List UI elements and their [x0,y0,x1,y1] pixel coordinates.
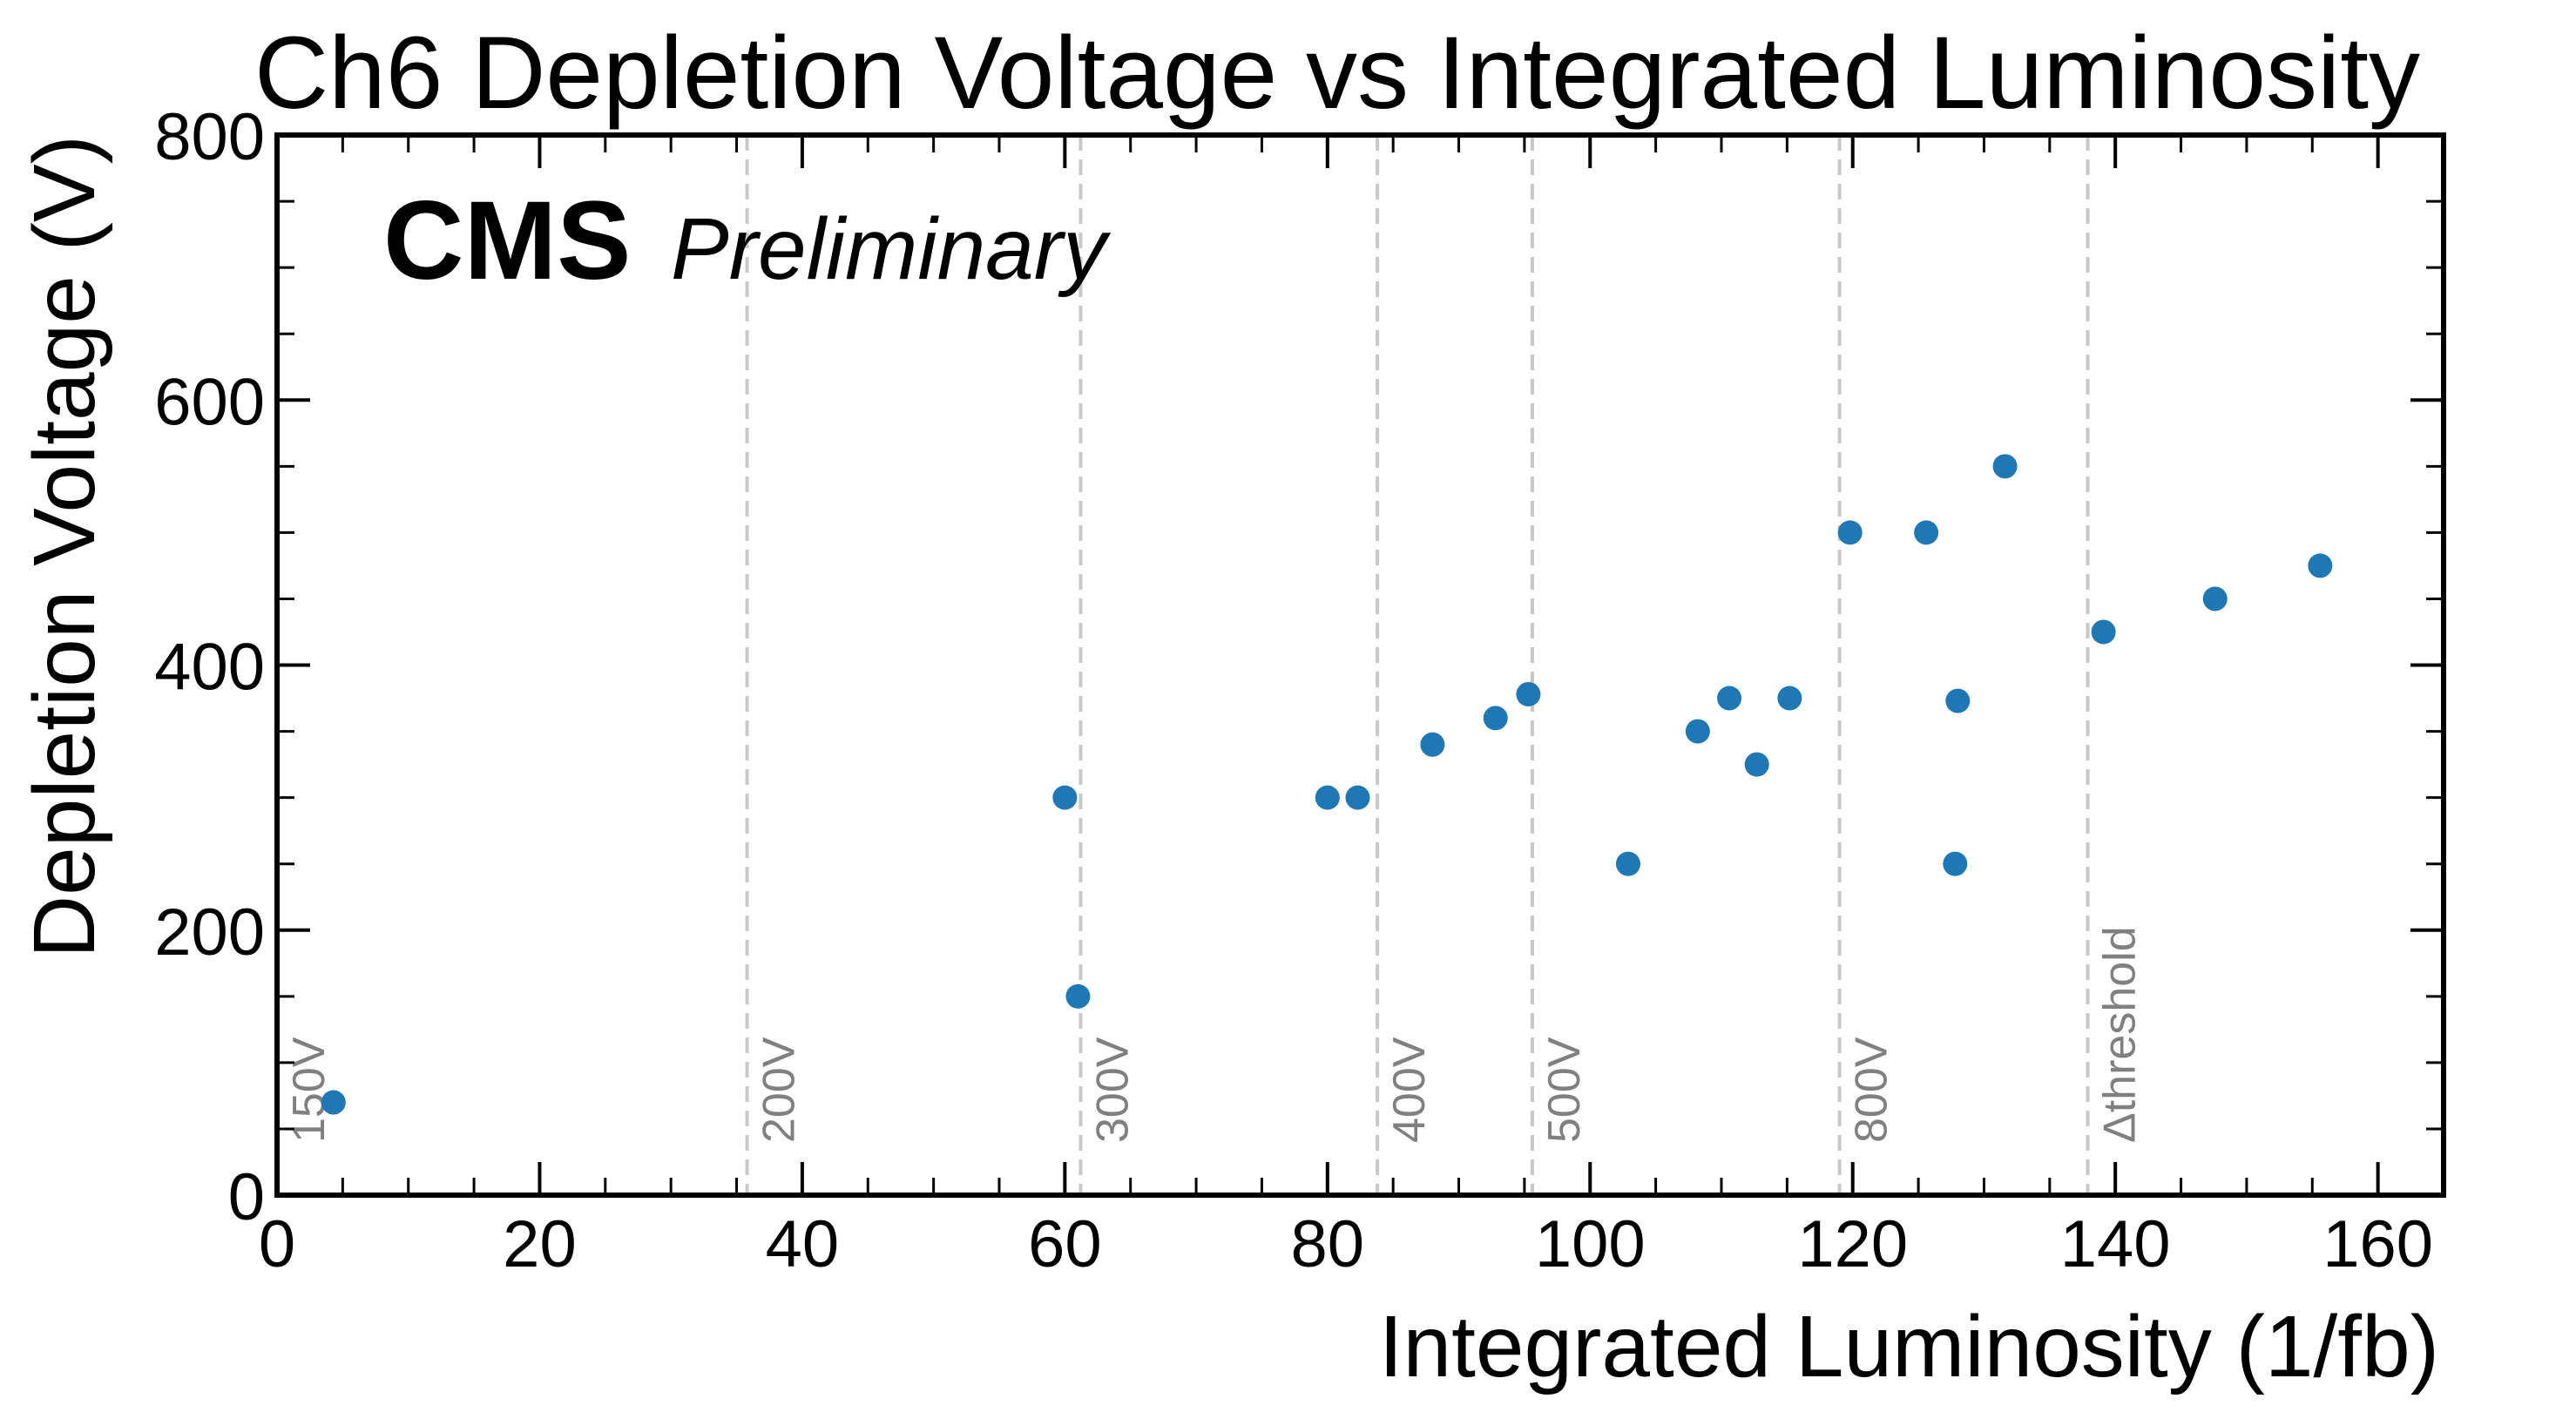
chart-title: Ch6 Depletion Voltage vs Integrated Lumi… [254,16,2420,131]
x-axis-ticks: 0 20 40 60 80 100 120 140 160 [259,135,2445,1281]
data-point-13 [1837,520,1863,545]
y-tick-label-2: 400 [154,631,265,705]
data-point-17 [1992,454,2018,479]
data-point-3 [1315,785,1340,810]
y-tick-label-4: 800 [154,100,265,174]
data-point-4 [1345,785,1370,810]
data-point-8 [1615,851,1640,876]
x-tick-label-2: 40 [766,1207,840,1281]
data-point-7 [1516,681,1541,706]
cms-label: CMS [383,179,631,303]
y-tick-label-1: 200 [154,895,265,970]
y-axis-label: Depletion Voltage (V) [16,135,113,958]
data-point-11 [1744,752,1769,777]
data-point-6 [1483,706,1508,731]
data-point-0 [321,1090,346,1115]
x-tick-label-0: 0 [259,1207,295,1281]
data-point-20 [2308,553,2333,578]
x-tick-label-4: 80 [1291,1207,1365,1281]
data-point-2 [1065,983,1091,1009]
x-tick-label-3: 60 [1028,1207,1102,1281]
data-point-12 [1777,686,1802,711]
y-tick-label-3: 600 [154,365,265,439]
data-point-10 [1717,686,1742,711]
data-point-19 [2202,586,2228,612]
vline-label-4: 500V [1539,1037,1590,1143]
data-point-1 [1052,785,1078,810]
y-axis-ticks: 0 200 400 600 800 [154,100,2444,1234]
data-point-5 [1420,732,1445,757]
data-point-16 [1945,688,1971,713]
vline-label-1: 200V [754,1037,805,1143]
y-tick-label-0: 0 [228,1160,265,1234]
x-tick-label-5: 100 [1535,1207,1646,1281]
x-tick-label-7: 140 [2060,1207,2171,1281]
x-tick-label-6: 120 [1797,1207,1908,1281]
vline-label-2: 300V [1087,1037,1138,1143]
vline-label-0: 150V [284,1037,335,1143]
preliminary-label: Preliminary [671,200,1112,298]
plot-frame [274,132,2446,1198]
data-points [321,454,2333,1115]
data-point-9 [1685,719,1710,744]
vline-label-3: 400V [1384,1037,1435,1143]
x-tick-label-1: 20 [503,1207,577,1281]
data-point-18 [2091,619,2116,645]
vline-label-5: 800V [1847,1037,1897,1143]
data-point-14 [1914,520,1939,545]
vertical-lines-group: 150V 200V 300V 400V 500V 800V Δthreshold [275,135,2146,1195]
data-point-15 [1943,851,1968,876]
vline-label-6: Δthreshold [2095,926,2146,1143]
x-axis-label: Integrated Luminosity (1/fb) [1379,1298,2439,1395]
x-tick-label-8: 160 [2322,1207,2433,1281]
